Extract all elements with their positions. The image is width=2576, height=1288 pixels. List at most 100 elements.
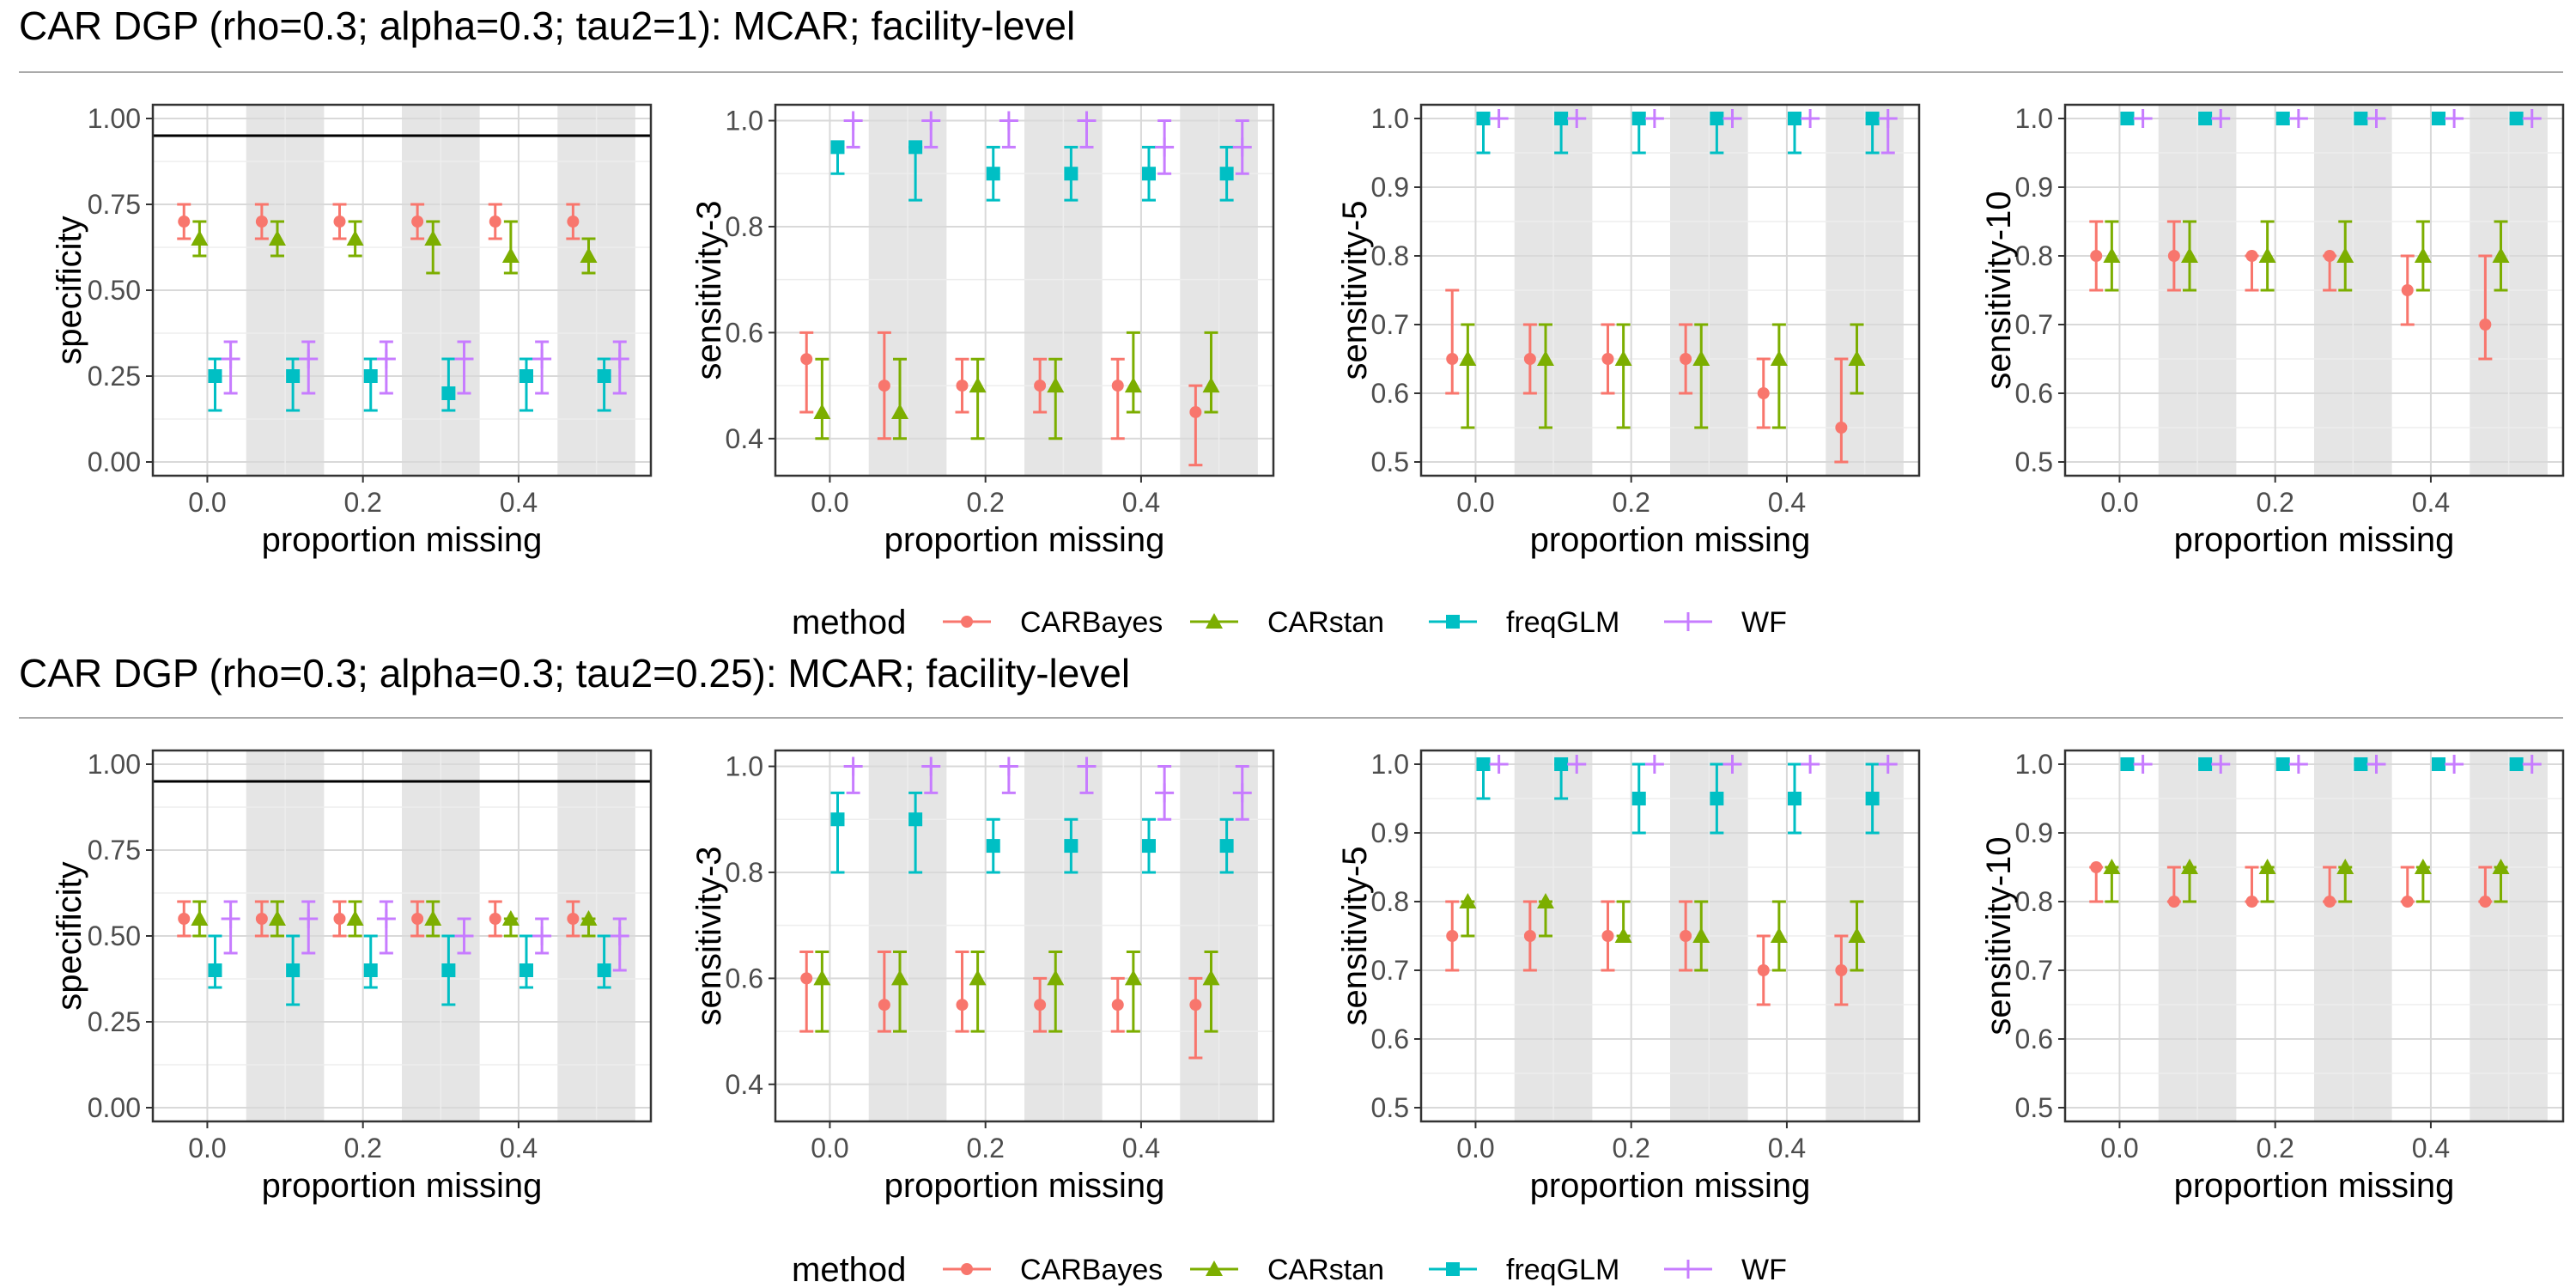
y-tick-label: 0.4 [726,1069,763,1100]
legend-entry-CARBayes: CARBayes [943,1254,1163,1286]
point-freqGLM [2354,757,2368,771]
series-CARBayes [1445,289,1849,464]
point-CARstan [346,910,364,926]
point-CARstan [424,230,442,246]
point-CARBayes [333,913,346,925]
point-freqGLM [2509,757,2524,771]
error-bar [2478,254,2493,361]
point-WF [2445,109,2464,128]
y-axis-label: sensitivity-10 [1980,836,2018,1035]
point-CARstan [1614,927,1632,943]
panel-border [1419,749,1921,1123]
x-tick-label: 0.2 [343,1133,381,1163]
point-WF [1232,783,1252,803]
point-freqGLM [2120,112,2135,125]
error-bar [1110,357,1125,440]
series-CARBayes [177,900,580,938]
point-freqGLM [1865,792,1880,805]
x-axis-label: proportion missing [884,1167,1165,1205]
point-freqGLM [1142,839,1156,854]
point-WF [454,927,474,945]
point-WF [1155,783,1175,803]
point-CARstan [1459,350,1477,366]
legend-label: CARBayes [1020,1254,1163,1286]
error-bar [208,357,222,412]
series-CARstan [2103,220,2510,292]
error-bar [519,357,533,412]
legend-label: freqGLM [1506,1254,1619,1286]
point-WF [532,927,552,945]
series-CARstan [1459,323,1866,429]
point-CARstan [1537,893,1554,908]
panel-border [2063,749,2565,1123]
panel-border [774,103,1275,477]
point-CARstan [2414,247,2432,263]
point-WF [2366,755,2386,774]
point-CARBayes [956,999,969,1012]
y-tick-label: 1.0 [2015,749,2053,780]
point-CARstan [501,910,519,926]
y-tick-label: 1.00 [88,103,141,134]
series-CARBayes [2089,220,2493,361]
point-WF [2445,755,2464,774]
point-CARBayes [2245,250,2258,262]
y-tick-label: 0.9 [2015,172,2053,203]
point-CARstan [2492,247,2510,263]
point-freqGLM [2432,112,2445,125]
series-freqGLM [830,791,1234,874]
point-freqGLM [1064,839,1078,854]
point-CARstan [891,403,908,419]
error-bar [286,357,301,412]
point-freqGLM [1476,757,1491,771]
error-bar [908,791,923,874]
x-tick-label: 0.0 [1456,1133,1494,1163]
panel-border [1419,103,1921,477]
y-tick-label: 0.8 [726,857,763,888]
point-CARBayes [2324,896,2336,908]
error-bar [1204,951,1218,1033]
y-tick-label: 0.75 [88,189,141,220]
point-WF [454,349,474,368]
point-CARstan [2181,247,2198,263]
point-CARBayes [878,380,890,392]
series-freqGLM [830,140,1234,202]
error-bar [815,951,829,1033]
point-WF [1644,755,1664,774]
series-freqGLM [2120,112,2524,125]
x-tick-label: 0.4 [1122,1133,1160,1163]
x-tick-label: 0.2 [1612,1133,1649,1163]
y-tick-label: 0.7 [2015,309,2053,340]
point-WF [1567,109,1587,128]
y-tick-label: 1.0 [2015,103,2053,134]
error-bar [1048,951,1063,1033]
point-CARstan [2492,859,2510,874]
series-freqGLM [208,357,611,412]
point-CARstan [1770,350,1788,366]
point-CARBayes [800,972,813,985]
error-bar [1126,951,1140,1033]
error-bar [597,934,611,989]
point-freqGLM [208,963,222,977]
y-tick-label: 0.7 [1371,309,1409,340]
point-freqGLM [830,140,845,155]
x-tick-label: 0.4 [1768,1133,1806,1163]
point-CARBayes [2479,896,2492,908]
point-freqGLM [2354,112,2368,125]
y-tick-label: 0.7 [1371,955,1409,986]
point-CARstan [2103,247,2121,263]
point-CARBayes [255,913,268,925]
point-CARstan [969,377,987,393]
x-axis-label: proportion missing [262,1167,543,1205]
y-tick-label: 0.8 [2015,240,2053,271]
point-CARstan [2258,247,2276,263]
point-CARBayes [1189,999,1202,1012]
point-CARstan [191,910,209,926]
point-CARBayes [2401,896,2414,908]
point-freqGLM [441,386,456,400]
point-CARstan [580,247,598,263]
error-bar [1188,384,1203,467]
legend-key-plus [1679,1260,1698,1279]
panel-border [2063,103,2565,477]
